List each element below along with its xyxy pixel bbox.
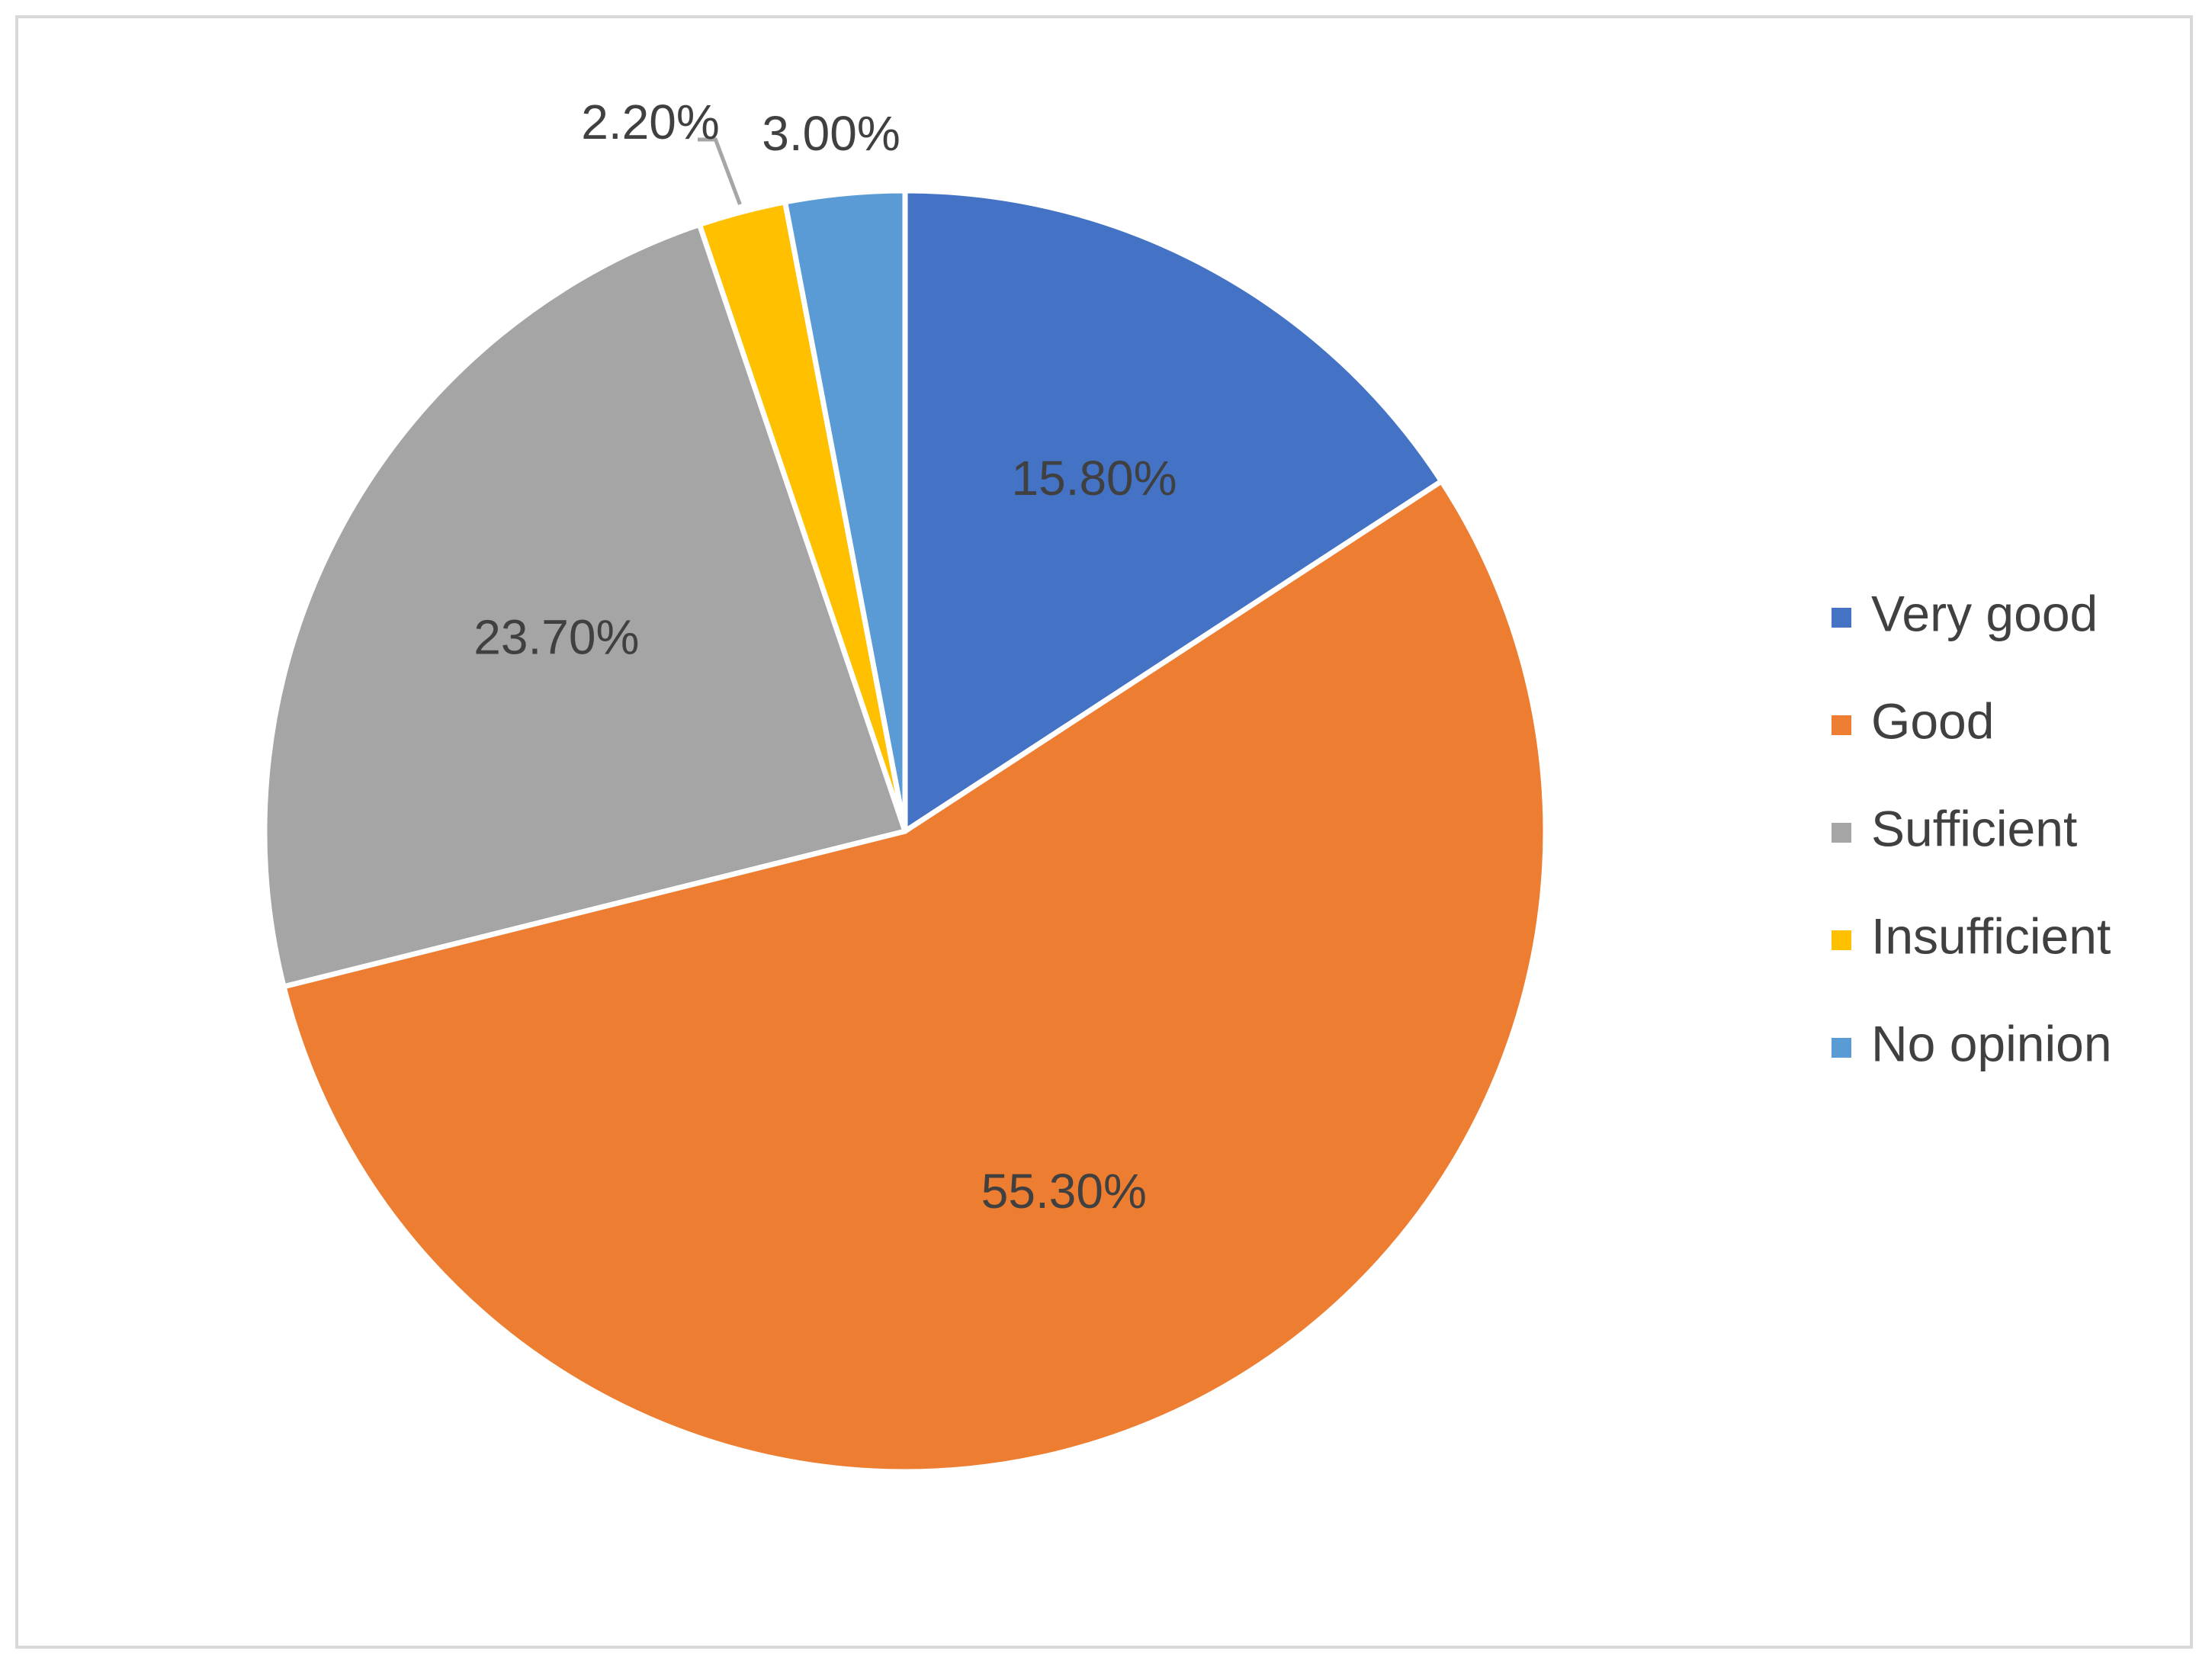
legend-label-sufficient: Sufficient [1871, 800, 2077, 856]
data-label-insufficient: 2.20% [581, 95, 719, 149]
data-label-sufficient: 23.70% [474, 609, 639, 664]
legend-label-insufficient: Insufficient [1871, 907, 2111, 964]
pie-slices [262, 188, 1549, 1475]
pie-slice-sufficient [262, 221, 908, 990]
pie-slice-good [281, 478, 1549, 1475]
data-label-good: 55.30% [981, 1164, 1147, 1219]
legend-swatch-good [1832, 715, 1851, 735]
legend-label-no-opinion: No opinion [1871, 1015, 2112, 1071]
legend: Very good Good Sufficient Insufficient No op… [1832, 585, 2112, 1071]
legend-label-very-good: Very good [1871, 585, 2098, 641]
pie-slice-no-opinion [782, 188, 908, 834]
legend-swatch-very-good [1832, 608, 1851, 628]
leader-line-insufficient [698, 137, 742, 205]
data-labels: 15.80% 55.30% 23.70% 2.20% 3.00% [474, 95, 1177, 1219]
legend-swatch-insufficient [1832, 930, 1851, 950]
leader-lines [698, 137, 742, 205]
legend-swatch-no-opinion [1832, 1038, 1851, 1058]
legend-label-good: Good [1871, 692, 1994, 749]
pie-slice-very-good [902, 188, 1445, 834]
data-label-no-opinion: 3.00% [762, 106, 900, 161]
legend-swatch-sufficient [1832, 823, 1851, 843]
data-label-very-good: 15.80% [1011, 451, 1177, 506]
